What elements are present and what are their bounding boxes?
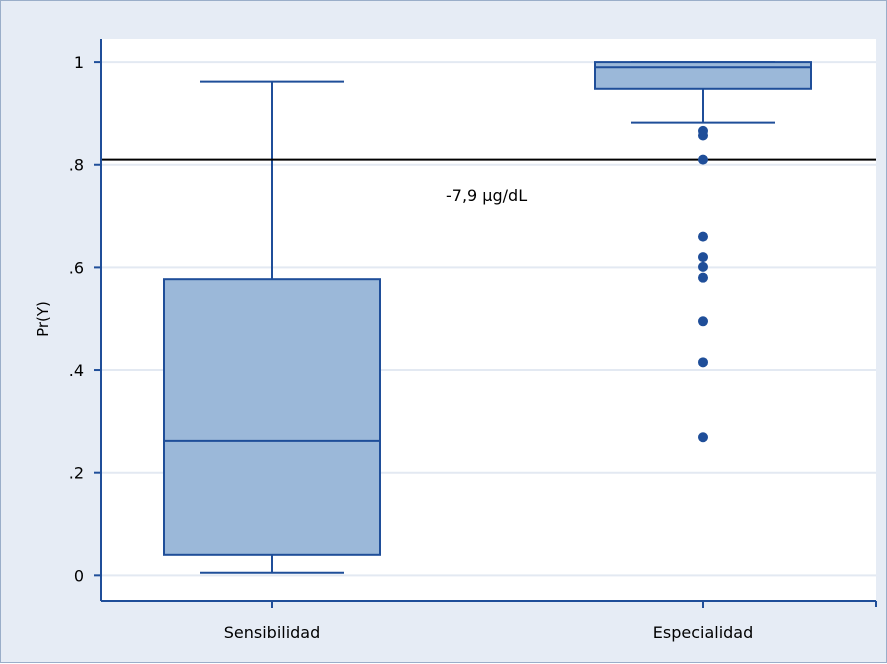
outlier-point (698, 272, 708, 283)
outlier-point (698, 130, 708, 141)
box-iqr (594, 61, 812, 90)
outlier-point (698, 357, 708, 368)
x-tick-labels: Sensibilidad Especialidad (224, 623, 754, 642)
boxes (163, 61, 812, 574)
y-tick-label: .4 (69, 361, 84, 380)
axes (94, 39, 877, 608)
y-axis-title: Pr(Y) (34, 301, 52, 337)
outlier-point (698, 316, 708, 327)
box-iqr (163, 278, 381, 556)
outliers (698, 125, 708, 443)
outlier-point (698, 432, 708, 443)
outlier-point (698, 231, 708, 242)
box-sensibilidad (163, 80, 381, 574)
box-especialidad (594, 61, 812, 124)
outlier-point (698, 261, 708, 272)
y-tick-labels: 0 .2 .4 .6 .8 1 (69, 53, 84, 585)
x-tick-label: Especialidad (653, 623, 754, 642)
y-tick-label: .8 (69, 156, 84, 175)
reference-annotation: -7,9 µg/dL (446, 186, 527, 205)
x-tick-label: Sensibilidad (224, 623, 321, 642)
y-tick-label: .6 (69, 258, 84, 277)
outlier-point (698, 154, 708, 165)
y-tick-label: 1 (74, 53, 84, 72)
y-tick-label: .2 (69, 464, 84, 483)
y-tick-label: 0 (74, 566, 84, 585)
outlier-point (698, 252, 708, 263)
